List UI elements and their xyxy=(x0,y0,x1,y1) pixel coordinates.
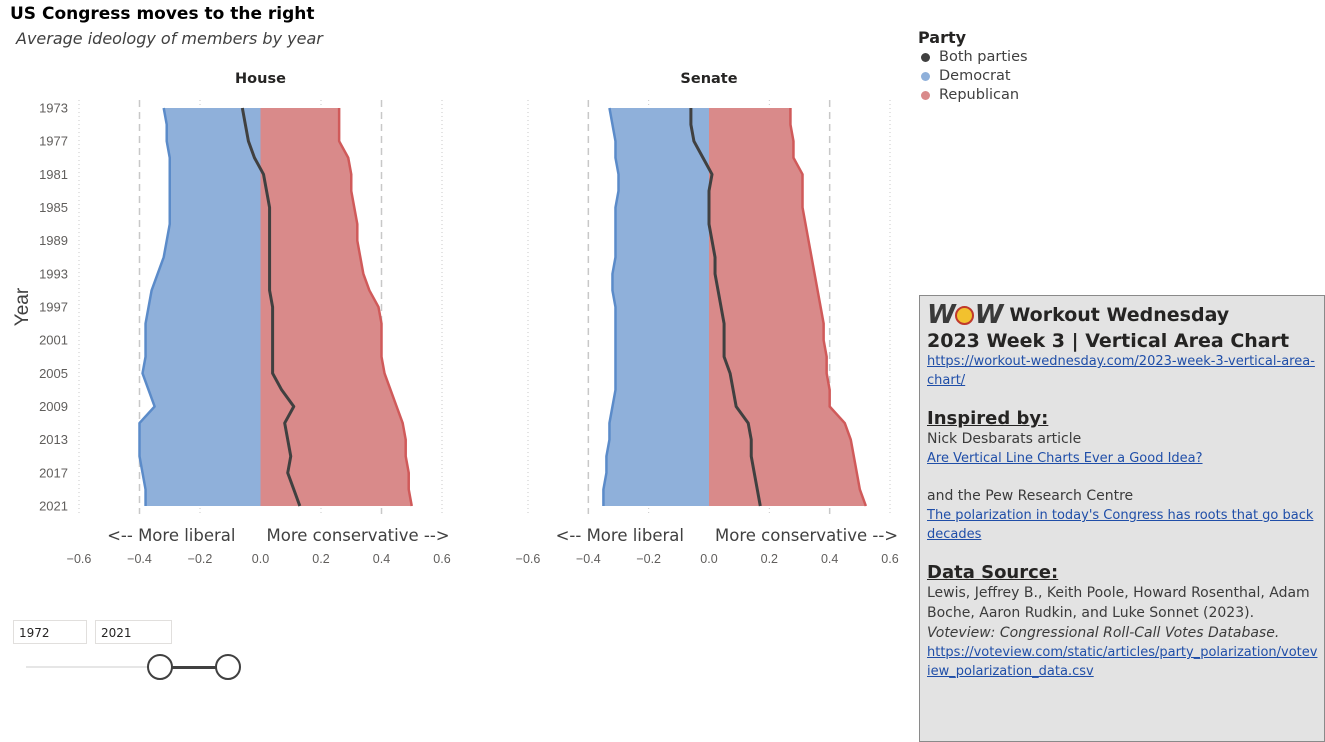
source-text: Lewis, Jeffrey B., Keith Poole, Howard R… xyxy=(927,583,1318,643)
legend-title: Party xyxy=(918,28,967,47)
legend-dot-icon xyxy=(921,72,930,81)
x-tick-label: −0.4 xyxy=(576,552,601,566)
legend-item-both[interactable]: Both parties xyxy=(918,48,1028,67)
inspired-heading: Inspired by: xyxy=(927,408,1049,429)
page-title: US Congress moves to the right xyxy=(10,4,315,24)
y-axis-title: Year xyxy=(12,287,33,326)
y-tick-label: 1985 xyxy=(39,200,68,215)
y-tick-label: 1977 xyxy=(39,134,68,149)
slicer-start-input[interactable]: 1972 xyxy=(13,620,87,644)
panel-title: House xyxy=(235,71,286,87)
republican-area xyxy=(260,108,412,506)
legend-dot-icon xyxy=(921,53,930,62)
x-tick-label: 0.2 xyxy=(312,552,329,566)
democrat-line xyxy=(138,107,171,506)
page-subtitle: Average ideology of members by year xyxy=(16,29,323,48)
x-tick-label: 0.4 xyxy=(821,552,838,566)
annotation-conservative: More conservative --> xyxy=(715,526,898,545)
y-tick-label: 1997 xyxy=(39,300,68,315)
democrat-area xyxy=(139,108,261,506)
x-tick-label: −0.6 xyxy=(516,552,541,566)
both-parties-line xyxy=(240,107,302,507)
annotation-liberal: <-- More liberal xyxy=(107,526,235,545)
slider-end-handle[interactable] xyxy=(215,654,241,680)
legend-label: Republican xyxy=(939,87,1020,103)
x-tick-label: 0.0 xyxy=(700,552,717,566)
legend-label: Both parties xyxy=(939,49,1028,65)
republican-line xyxy=(337,108,413,507)
y-tick-label: 1989 xyxy=(39,233,68,248)
slider-range xyxy=(160,666,228,669)
source-citation: Lewis, Jeffrey B., Keith Poole, Howard R… xyxy=(927,585,1310,621)
week-link[interactable]: https://workout-wednesday.com/2023-week-… xyxy=(927,354,1315,388)
pew-text: and the Pew Research Centre xyxy=(927,488,1134,504)
annotation-conservative: More conservative --> xyxy=(267,526,450,545)
both-parties-line xyxy=(689,108,762,507)
y-tick-label: 2021 xyxy=(39,499,68,514)
y-tick-label: 1973 xyxy=(39,101,68,116)
slicer-end-input[interactable]: 2021 xyxy=(95,620,172,644)
x-tick-label: −0.2 xyxy=(188,552,213,566)
brand-title: Workout Wednesday xyxy=(1009,304,1230,326)
x-tick-label: −0.2 xyxy=(636,552,661,566)
slider-track[interactable] xyxy=(26,666,160,668)
x-tick-label: −0.6 xyxy=(67,552,92,566)
y-tick-label: 2017 xyxy=(39,465,68,480)
annotation-liberal: <-- More liberal xyxy=(556,526,684,545)
y-tick-label: 2001 xyxy=(39,333,68,348)
legend-item-republican[interactable]: Republican xyxy=(918,86,1028,105)
x-tick-label: 0.6 xyxy=(433,552,450,566)
slider-start-handle[interactable] xyxy=(147,654,173,680)
panel-title: Senate xyxy=(680,71,737,87)
inspired-link[interactable]: Are Vertical Line Charts Ever a Good Ide… xyxy=(927,451,1203,466)
y-tick-label: 2009 xyxy=(39,399,68,414)
legend-dot-icon xyxy=(921,91,930,100)
republican-area xyxy=(709,108,866,506)
source-database: Voteview: Congressional Roll-Call Votes … xyxy=(927,625,1280,641)
x-tick-label: 0.0 xyxy=(252,552,269,566)
x-tick-label: −0.4 xyxy=(127,552,152,566)
y-tick-label: 1993 xyxy=(39,266,68,281)
x-tick-label: 0.4 xyxy=(373,552,390,566)
x-tick-label: 0.6 xyxy=(881,552,898,566)
y-tick-label: 1981 xyxy=(39,167,68,182)
legend: Party Both parties Democrat Republican xyxy=(918,28,1028,105)
x-tick-label: 0.2 xyxy=(761,552,778,566)
legend-label: Democrat xyxy=(939,68,1011,84)
y-tick-label: 2005 xyxy=(39,366,68,381)
inspired-author: Nick Desbarats article xyxy=(927,431,1082,447)
democrat-line xyxy=(602,107,620,506)
week-title: 2023 Week 3 | Vertical Area Chart xyxy=(927,330,1290,352)
legend-item-democrat[interactable]: Democrat xyxy=(918,67,1028,86)
source-link[interactable]: https://voteview.com/static/articles/par… xyxy=(927,645,1318,679)
y-tick-label: 2013 xyxy=(39,432,68,447)
pew-link[interactable]: The polarization in today's Congress has… xyxy=(927,508,1314,542)
republican-line xyxy=(789,108,868,507)
source-heading: Data Source: xyxy=(927,562,1059,583)
charts-area: Year 1973 1977 1981 1985 1989 1993 1997 2001 2005… xyxy=(12,71,899,566)
democrat-area xyxy=(603,108,709,506)
